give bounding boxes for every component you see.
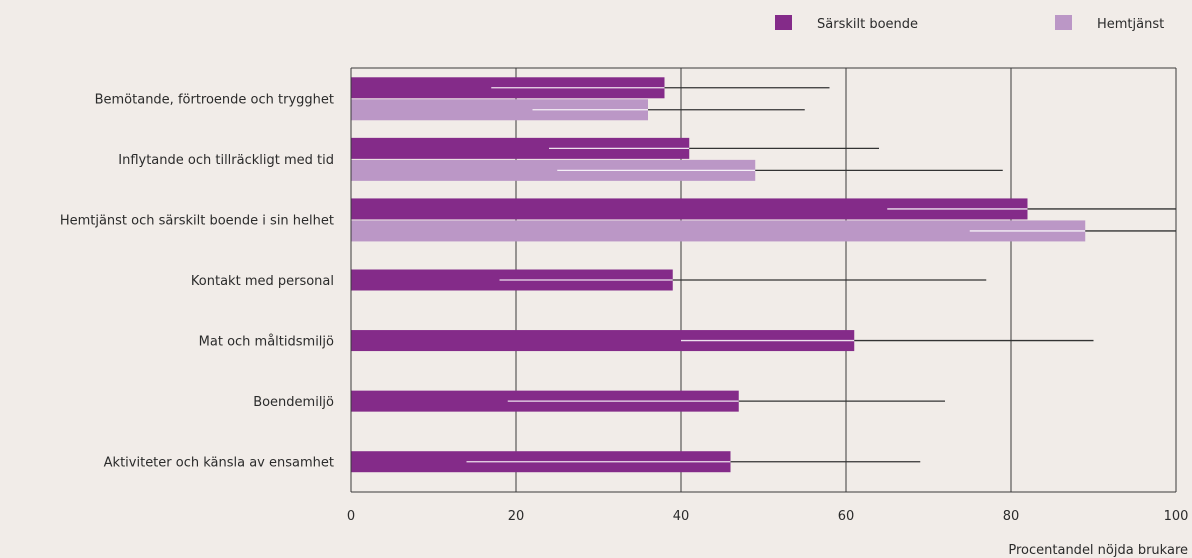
category-label: Boendemiljö xyxy=(253,395,334,410)
bar-hemtjanst xyxy=(351,159,756,181)
x-tick-label: 80 xyxy=(1003,509,1020,524)
tick-labels: 0 20 40 60 80 100 xyxy=(347,509,1189,524)
bar-sarskilt-boende xyxy=(351,137,690,159)
x-tick-label: 20 xyxy=(508,509,525,524)
x-tick-label: 60 xyxy=(838,509,855,524)
category-label: Aktiviteter och känsla av ensamhet xyxy=(104,456,334,471)
category-label: Mat och måltidsmiljö xyxy=(199,335,334,350)
x-tick-label: 0 xyxy=(347,509,355,524)
legend: Särskilt boende Hemtjänst xyxy=(775,15,1164,32)
category-labels: Bemötande, förtroende och trygghet Inflyt… xyxy=(60,92,334,470)
bars xyxy=(351,77,1086,473)
bar-hemtjanst xyxy=(351,220,1086,242)
legend-swatch xyxy=(1055,15,1072,30)
category-label: Hemtjänst och särskilt boende i sin helh… xyxy=(60,213,334,228)
x-tick-label: 100 xyxy=(1164,509,1189,524)
category-label: Kontakt med personal xyxy=(191,274,334,289)
bar-sarskilt-boende xyxy=(351,198,1028,220)
category-label: Bemötande, förtroende och trygghet xyxy=(95,92,334,107)
x-axis-title: Procentandel nöjda brukare xyxy=(1008,543,1188,558)
bar-hemtjanst xyxy=(351,99,648,121)
bar-sarskilt-boende xyxy=(351,330,855,352)
legend-swatch xyxy=(775,15,792,30)
x-tick-label: 40 xyxy=(673,509,690,524)
category-label: Inflytande och tillräckligt med tid xyxy=(118,153,334,168)
axes xyxy=(350,67,1176,493)
range-lines xyxy=(466,87,1176,463)
legend-label: Särskilt boende xyxy=(817,17,918,32)
legend-label: Hemtjänst xyxy=(1097,17,1164,32)
